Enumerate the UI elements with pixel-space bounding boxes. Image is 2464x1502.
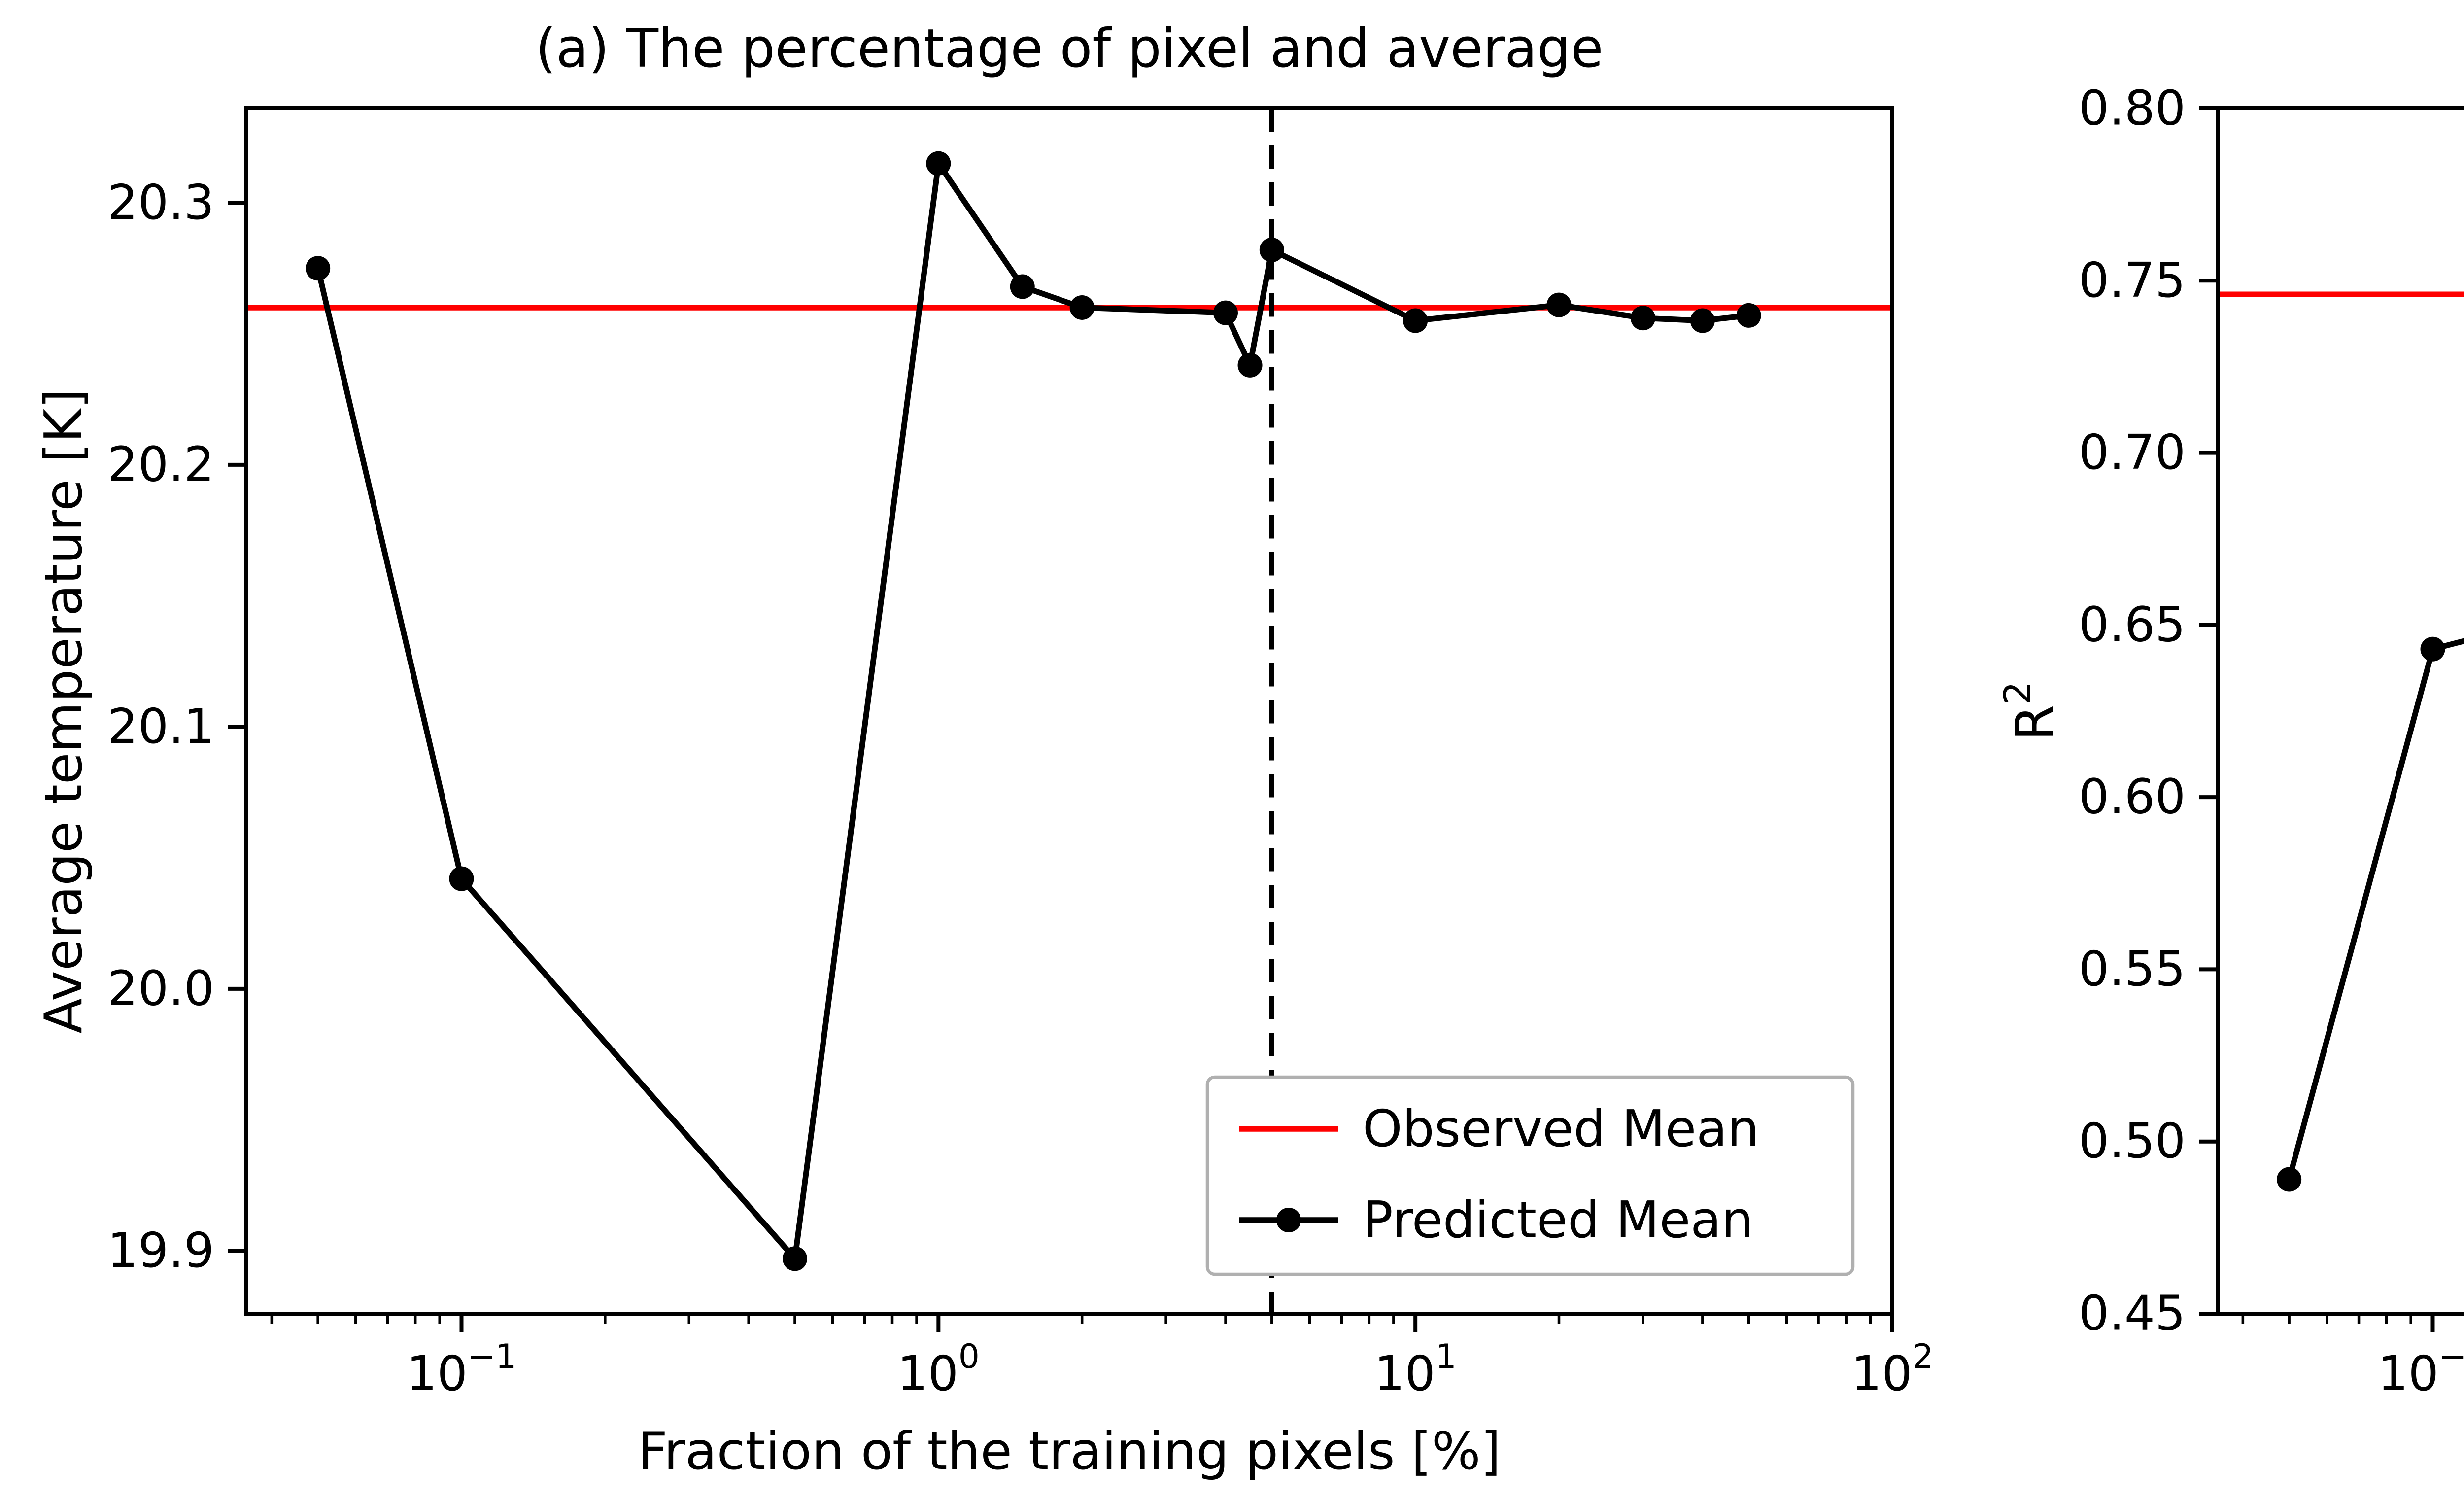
y-tick-label: 0.80	[2079, 79, 2186, 136]
chart-title: (a) The percentage of pixel and average	[535, 18, 1603, 79]
data-point-marker	[1069, 295, 1095, 320]
y-tick-label: 0.75	[2079, 252, 2186, 308]
data-point-marker	[2420, 636, 2445, 662]
data-point-marker	[306, 256, 331, 281]
y-axis-label-text: R	[2005, 705, 2065, 741]
panel-b-r2-chart: 10−11001011020.450.500.550.600.650.700.7…	[1971, 0, 2464, 1502]
x-tick-base: 10	[1851, 1345, 1912, 1401]
x-tick-label: 102	[1851, 1337, 1933, 1401]
y-tick-label: 20.1	[107, 698, 214, 754]
y-tick-label: 0.60	[2079, 768, 2186, 825]
y-tick-label: 0.55	[2079, 941, 2186, 997]
y-axis-label-superscript: 2	[1996, 681, 2039, 705]
data-point-marker	[1736, 303, 1761, 328]
panel-background	[0, 0, 1971, 1502]
y-tick-label: 0.70	[2079, 424, 2186, 480]
x-tick-base: 10	[897, 1345, 958, 1401]
data-point-marker	[1213, 300, 1238, 325]
data-point-marker	[1259, 238, 1284, 262]
legend-entry-label: Observed Mean	[1363, 1100, 1759, 1158]
y-tick-label: 0.50	[2079, 1113, 2186, 1169]
y-tick-label: 19.9	[107, 1222, 214, 1278]
x-tick-base: 10	[2378, 1345, 2439, 1401]
legend-marker-sample	[1276, 1208, 1301, 1232]
chart-svg-panel-b: 10−11001011020.450.500.550.600.650.700.7…	[1971, 0, 2464, 1502]
x-axis-label: Fraction of the training pixels [%]	[638, 1421, 1501, 1481]
y-tick-label: 20.2	[107, 436, 214, 492]
legend-entry-label: Predicted Mean	[1363, 1191, 1753, 1250]
data-point-marker	[449, 866, 474, 891]
y-axis-label: R2	[1996, 681, 2065, 741]
data-point-marker	[1546, 292, 1572, 317]
y-tick-label: 20.3	[107, 174, 214, 230]
data-point-marker	[926, 151, 951, 176]
x-tick-label: 10−1	[2378, 1337, 2464, 1401]
axes-frame	[244, 106, 1894, 1316]
axes-frame	[2216, 106, 2464, 1316]
data-point-marker	[783, 1246, 807, 1271]
data-point-marker	[1690, 308, 1715, 333]
x-tick-label: 101	[1374, 1337, 1457, 1401]
panel-a-average-temperature-chart: 10−1 100 101 102 19.9 20.0 20.1 20.2 20.3 (a) The…	[0, 0, 1971, 1502]
x-tick-exponent: −1	[468, 1337, 517, 1376]
data-point-marker	[2277, 1167, 2302, 1192]
data-point-marker	[1010, 274, 1035, 299]
data-point-marker	[1630, 306, 1655, 331]
y-tick-label: 20.0	[107, 960, 214, 1016]
data-point-marker	[1403, 308, 1428, 333]
legend-box	[1205, 1075, 1855, 1276]
x-tick-label: 10−1	[407, 1337, 517, 1401]
x-tick-label: 100	[897, 1337, 980, 1401]
y-tick-label: 0.65	[2079, 596, 2186, 652]
x-tick-exponent: −1	[2439, 1337, 2464, 1376]
x-tick-exponent: 2	[1913, 1337, 1934, 1376]
y-axis-label: Average temperature [K]	[34, 388, 94, 1034]
y-tick-label: 0.45	[2079, 1285, 2186, 1341]
predicted-mean-line	[315, 160, 1749, 1262]
x-tick-base: 10	[1374, 1345, 1436, 1401]
x-tick-exponent: 0	[958, 1337, 980, 1376]
data-point-marker	[1237, 352, 1263, 378]
x-tick-base: 10	[407, 1345, 468, 1401]
x-tick-exponent: 1	[1436, 1337, 1457, 1376]
